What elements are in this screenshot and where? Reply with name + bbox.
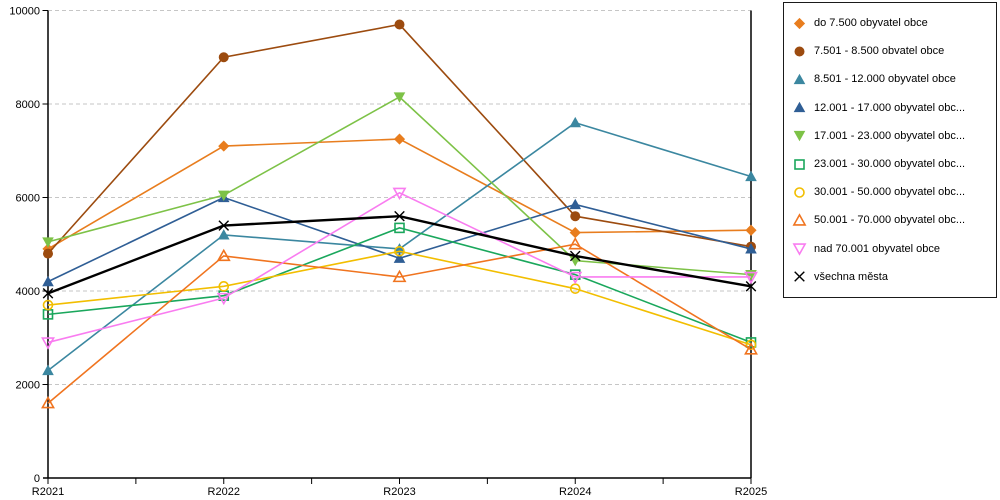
series-8-marker-R2023	[392, 187, 407, 201]
legend-item: 12.001 - 17.000 obyvatel obc...	[791, 98, 992, 118]
x-tick-label: R2025	[735, 486, 767, 498]
series-7-marker-R2021	[41, 395, 55, 409]
legend-item: 23.001 - 30.000 obyvatel obc...	[791, 154, 992, 174]
series-6-marker-R2021	[42, 299, 54, 311]
series-9-marker-R2023	[394, 210, 405, 222]
series-1-marker-R2022	[218, 52, 229, 63]
legend-marker-triangle-up-icon	[793, 101, 806, 113]
legend-marker-4	[793, 131, 806, 142]
y-tick-label: 0	[34, 473, 40, 485]
legend-label: 7.501 - 8.500 obvatel obce	[814, 45, 945, 58]
legend-marker-8	[792, 243, 807, 256]
series-5-marker-R2023	[394, 222, 405, 234]
series-2-marker-R2025	[745, 170, 757, 182]
legend-item: 30.001 - 50.000 obyvatel obc...	[791, 182, 992, 202]
legend-marker-triangle-down-icon	[793, 131, 806, 142]
series-4-marker-R2022	[217, 190, 230, 201]
legend-marker-triangle-up-icon	[793, 73, 806, 85]
legend-marker-diamond-icon	[793, 17, 806, 29]
series-line-6	[47, 250, 752, 346]
series-9-marker-R2022	[218, 220, 230, 231]
legend-marker-0	[793, 17, 806, 29]
series-3-marker-R2023	[393, 252, 406, 263]
legend-item: 17.001 - 23.000 obyvatel obc...	[791, 126, 992, 146]
legend-label: 8.501 - 12.000 obyvatel obce	[814, 73, 956, 86]
legend-marker-3	[793, 101, 806, 113]
series-9-marker-R2024	[569, 250, 581, 262]
series-4-marker-R2023	[393, 92, 406, 103]
legend-item: všechna města	[791, 267, 992, 287]
legend-item: 8.501 - 12.000 obyvatel obce	[791, 69, 992, 89]
legend-marker-1	[794, 46, 805, 57]
legend-marker-6	[794, 186, 805, 198]
series-3-marker-R2024	[569, 198, 582, 210]
series-line-5	[47, 227, 752, 344]
series-8-marker-R2022	[216, 292, 231, 306]
legend-label: do 7.500 obyvatel obce	[814, 17, 928, 30]
series-6-marker-R2023	[394, 245, 405, 257]
series-1-marker-R2024	[570, 211, 581, 222]
legend-label: nad 70.001 obyvatel obce	[814, 242, 940, 255]
series-2-marker-R2021	[42, 364, 54, 376]
legend-marker-circle-icon	[794, 46, 805, 57]
legend-item: do 7.500 obyvatel obce	[791, 13, 992, 33]
series-7-marker-R2023	[392, 269, 407, 283]
series-2-marker-R2024	[569, 116, 582, 128]
legend-label: 17.001 - 23.000 obyvatel obc...	[814, 129, 966, 142]
legend-box: do 7.500 obyvatel obce 7.501 - 8.500 obva…	[783, 2, 997, 298]
series-2-marker-R2023	[393, 243, 406, 254]
series-line-7	[47, 243, 752, 404]
legend-marker-triangle-down-open-icon	[792, 243, 807, 256]
series-9-marker-R2021	[42, 288, 54, 299]
legend-label: 12.001 - 17.000 obyvatel obc...	[814, 101, 966, 114]
series-0-marker-R2022	[218, 140, 230, 152]
series-4-marker-R2021	[42, 237, 54, 248]
legend-marker-square-open-icon	[794, 158, 805, 170]
x-tick-label: R2021	[32, 486, 64, 498]
legend-marker-9	[794, 271, 805, 283]
y-tick-label: 10000	[9, 6, 40, 18]
legend-label: 50.001 - 70.000 obyvatel obc...	[814, 214, 966, 227]
legend-marker-circle-open-icon	[794, 186, 805, 198]
legend-marker-triangle-up-open-icon	[792, 213, 807, 226]
legend-marker-5	[794, 158, 805, 170]
series-6-marker-R2022	[218, 281, 230, 292]
series-9-marker-R2025	[745, 281, 757, 292]
legend-item: nad 70.001 obyvatel obce	[791, 239, 992, 259]
series-0-marker-R2024	[569, 226, 581, 239]
series-7-marker-R2024	[568, 237, 583, 250]
series-1-marker-R2021	[43, 248, 53, 259]
series-7-marker-R2022	[216, 248, 231, 262]
y-tick-label: 8000	[16, 99, 40, 111]
series-1-marker-R2023	[394, 19, 405, 30]
series-7-marker-R2025	[744, 342, 758, 355]
y-tick-label: 2000	[16, 380, 40, 392]
legend-label: 30.001 - 50.000 obyvatel obc...	[814, 186, 966, 199]
series-8-marker-R2024	[568, 271, 583, 285]
series-0-marker-R2023	[393, 133, 406, 145]
y-tick-label: 6000	[16, 193, 40, 205]
legend-item: 7.501 - 8.500 obvatel obce	[791, 41, 992, 61]
legend-marker-2	[793, 73, 806, 85]
legend-label: 23.001 - 30.000 obyvatel obc...	[814, 158, 966, 171]
y-tick-label: 4000	[16, 286, 40, 298]
series-line-8	[47, 191, 751, 344]
x-tick-label: R2024	[559, 486, 591, 498]
series-0-marker-R2025	[745, 224, 757, 236]
series-2-marker-R2022	[217, 229, 230, 240]
legend-label: všechna města	[814, 270, 888, 283]
x-tick-label: R2023	[383, 486, 415, 498]
series-3-marker-R2025	[745, 243, 757, 254]
series-3-marker-R2021	[42, 275, 54, 287]
x-tick-label: R2022	[208, 486, 240, 498]
series-8-marker-R2021	[41, 337, 55, 350]
series-8-marker-R2025	[744, 271, 758, 285]
legend-marker-7	[792, 213, 807, 226]
legend-item: 50.001 - 70.000 obyvatel obc...	[791, 210, 992, 230]
legend-marker-x-icon	[794, 271, 805, 283]
